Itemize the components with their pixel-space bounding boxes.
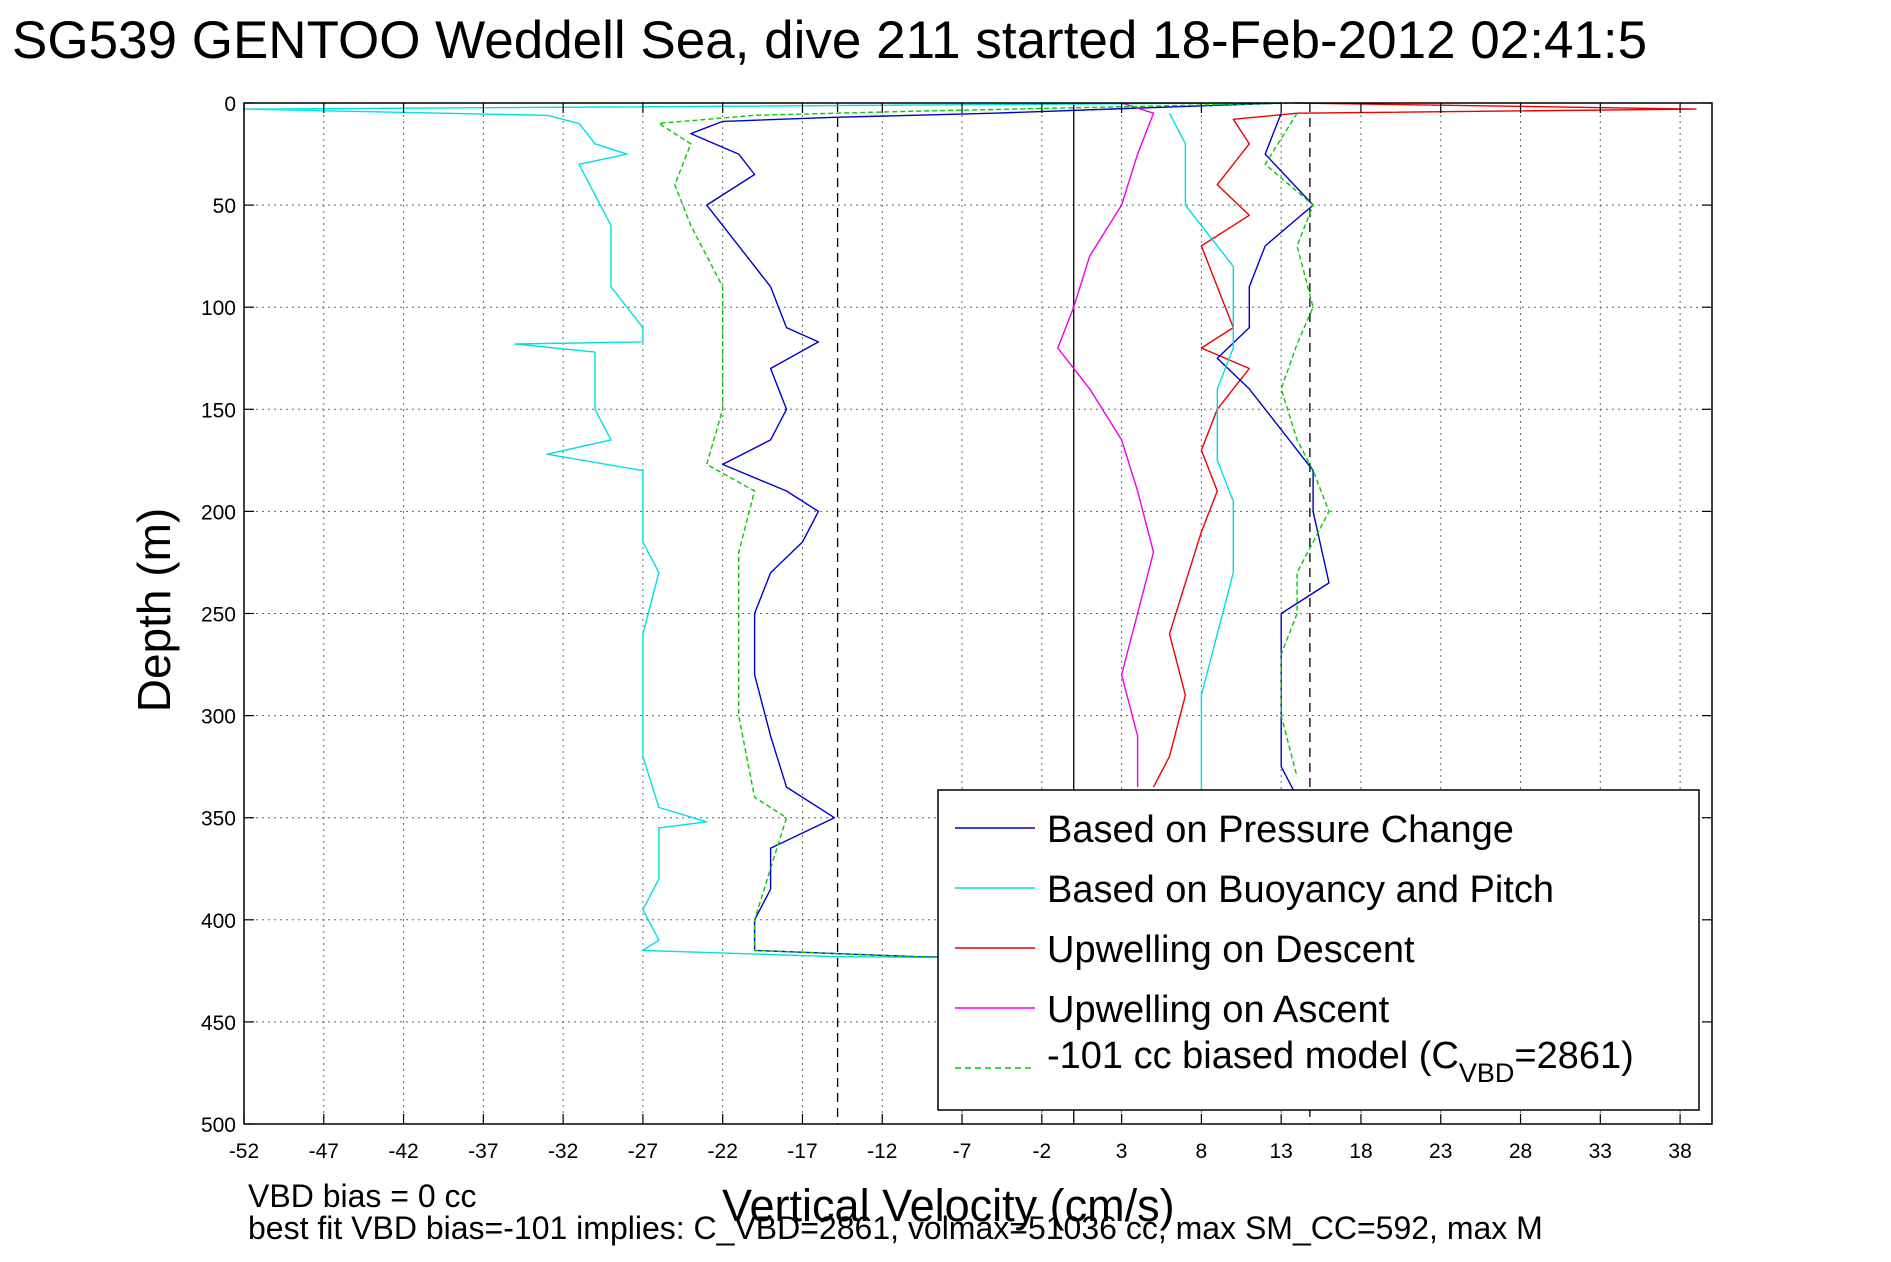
chart-title: SG539 GENTOO Weddell Sea, dive 211 start… xyxy=(12,11,1648,70)
x-tick-label: -52 xyxy=(229,1140,259,1163)
legend-label-model-end: =2861) xyxy=(1514,1035,1633,1077)
legend-box xyxy=(937,789,1700,1111)
y-tick-label: 150 xyxy=(201,399,236,422)
legend: Based on Pressure Change Based on Buoyan… xyxy=(937,789,1700,1111)
x-tick-label: -12 xyxy=(867,1140,897,1163)
series-line-4 xyxy=(658,102,1298,960)
x-tick-label: 38 xyxy=(1668,1140,1691,1163)
series-line-7 xyxy=(1264,112,1330,778)
x-tick-label: 33 xyxy=(1589,1140,1612,1163)
y-tick-label: 250 xyxy=(201,604,236,627)
x-tick-label: -37 xyxy=(468,1140,498,1163)
x-tick-label: -47 xyxy=(309,1140,339,1163)
y-tick-label: 300 xyxy=(201,706,236,729)
x-tick-label: -2 xyxy=(1032,1140,1051,1163)
x-tick-label: 18 xyxy=(1349,1140,1372,1163)
y-tick-label: 350 xyxy=(201,808,236,831)
x-tick-label: -17 xyxy=(787,1140,817,1163)
x-tick-label: -42 xyxy=(388,1140,418,1163)
series-line-6 xyxy=(1168,112,1235,798)
series-lines xyxy=(243,102,1697,960)
x-tick-label: 13 xyxy=(1269,1140,1292,1163)
x-tick-label: 3 xyxy=(1116,1140,1128,1163)
legend-label-ascent: Upwelling on Ascent xyxy=(1047,989,1390,1031)
x-axis-label: Vertical Velocity (cm/s) xyxy=(722,1180,1175,1231)
footer-line-1: VBD bias = 0 cc xyxy=(248,1178,477,1214)
legend-label-pressure: Based on Pressure Change xyxy=(1047,809,1514,851)
legend-label-buoyancy: Based on Buoyancy and Pitch xyxy=(1047,869,1554,911)
y-tick-label: 450 xyxy=(201,1012,236,1035)
ticks: -52 -47 -42 -37 -32 -27 -22 -17 -12 -7 -2 3 8 13 18 23 2… xyxy=(201,93,1712,1163)
legend-label-model: -101 cc biased model (CVBD=2861) xyxy=(1047,1035,1634,1088)
y-tick-label: 500 xyxy=(201,1114,236,1137)
y-tick-label: 0 xyxy=(224,93,236,116)
x-tick-label: 23 xyxy=(1429,1140,1452,1163)
x-tick-label: -32 xyxy=(548,1140,578,1163)
x-tick-label: -7 xyxy=(953,1140,972,1163)
series-line-1 xyxy=(243,102,1234,960)
series-line-3 xyxy=(1057,102,1155,788)
x-tick-label: -27 xyxy=(628,1140,658,1163)
series-line-5 xyxy=(1216,112,1330,798)
legend-label-model-sub: VBD xyxy=(1459,1058,1515,1088)
footer-line-2: best fit VBD bias=-101 implies: C_VBD=28… xyxy=(248,1210,1543,1246)
y-tick-label: 100 xyxy=(201,297,236,320)
y-tick-label: 200 xyxy=(201,501,236,524)
legend-label-descent: Upwelling on Descent xyxy=(1047,929,1415,971)
y-tick-label: 400 xyxy=(201,910,236,933)
x-tick-label: -22 xyxy=(708,1140,738,1163)
x-tick-label: 8 xyxy=(1196,1140,1208,1163)
x-tick-label: 28 xyxy=(1509,1140,1532,1163)
legend-label-model-main: -101 cc biased model (C xyxy=(1047,1035,1459,1077)
y-axis-label: Depth (m) xyxy=(128,508,180,712)
series-line-2 xyxy=(1152,102,1697,788)
series-line-0 xyxy=(690,102,1282,960)
y-tick-label: 50 xyxy=(213,195,236,218)
